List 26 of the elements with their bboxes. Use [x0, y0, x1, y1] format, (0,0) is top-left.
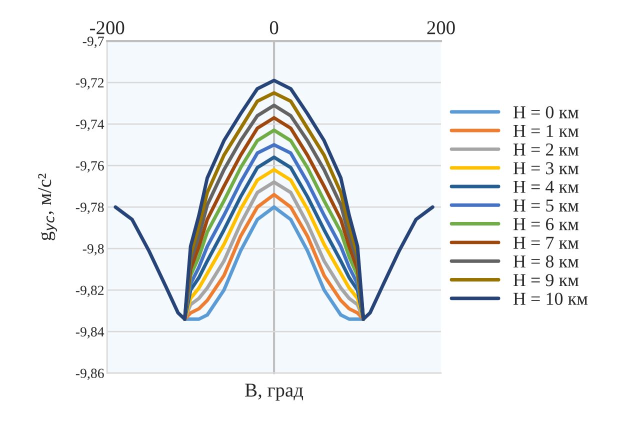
legend-label: H = 7 км [513, 236, 579, 249]
y-tick-label: -9,74 [76, 120, 104, 131]
legend-label: H = 2 км [513, 144, 579, 156]
legend-label: H = 10 км [513, 292, 588, 305]
legend-label: H = 4 км [513, 180, 579, 193]
x-tick-label: 0 [270, 21, 278, 34]
y-tick-label: -9,7 [82, 36, 104, 48]
y-tick-label: -9,84 [76, 327, 104, 339]
y-axis-title: g$_{yc}$, м/с² [38, 174, 57, 240]
y-tick-label: -9,78 [76, 202, 104, 214]
x-axis-title: B, град [245, 384, 304, 401]
legend-label: H = 3 км [513, 162, 579, 174]
legend-label: H = 8 км [513, 255, 579, 268]
y-tick-label: -9,76 [76, 161, 104, 173]
legend-label: H = 6 км [513, 218, 579, 230]
legend-label: H = 1 км [513, 124, 579, 137]
legend-label: H = 5 км [513, 200, 579, 212]
line-series [114, 78, 434, 321]
x-tick-label: 200 [427, 21, 455, 34]
legend-label: H = 0 км [513, 106, 579, 118]
y-tick-label: -9,82 [76, 286, 104, 298]
y-tick-label: -9,8 [82, 244, 104, 256]
y-tick-label: -9,86 [76, 368, 104, 380]
x-tick-label: -200 [90, 21, 124, 34]
y-tick-label: -9,72 [76, 78, 104, 90]
legend-label: H = 9 км [513, 274, 579, 286]
